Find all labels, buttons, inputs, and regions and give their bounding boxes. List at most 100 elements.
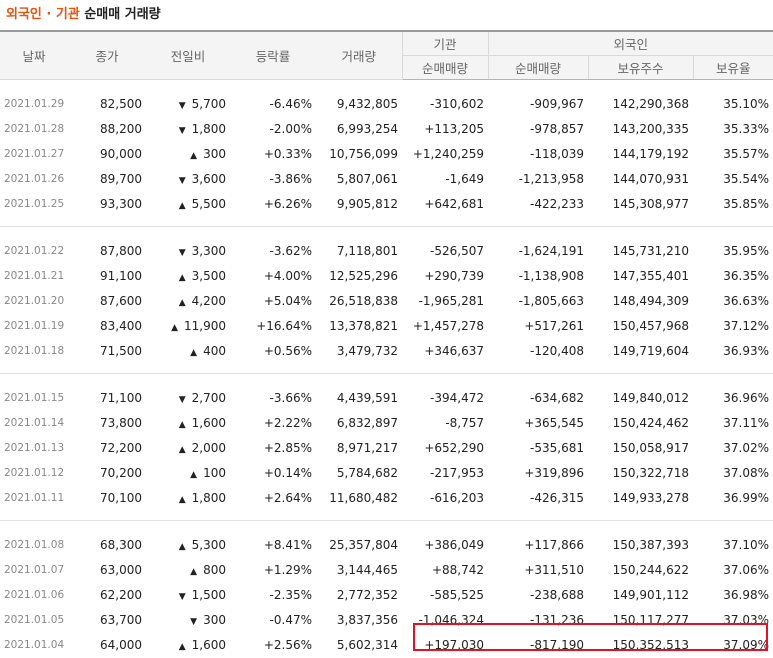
rate-cell: -6.46% bbox=[269, 96, 312, 111]
triangle-up-icon: ▲ bbox=[178, 541, 186, 552]
ratio-cell: 37.09% bbox=[723, 637, 769, 652]
rate-cell: +0.33% bbox=[263, 146, 312, 161]
change-value: 5,300 bbox=[191, 537, 226, 552]
change-value: 1,800 bbox=[191, 490, 226, 505]
inst-net-cell: +642,681 bbox=[424, 196, 484, 211]
header-foreign-net: 순매매량 bbox=[487, 55, 588, 80]
date-cell: 2021.01.22 bbox=[4, 244, 65, 257]
change-value: 1,800 bbox=[191, 121, 226, 136]
holding-cell: 150,457,968 bbox=[612, 318, 689, 333]
inst-net-cell: +1,240,259 bbox=[412, 146, 484, 161]
volume-cell: 2,772,352 bbox=[336, 587, 398, 602]
close-cell: 64,000 bbox=[100, 637, 142, 652]
triangle-up-icon: ▲ bbox=[178, 272, 186, 283]
change-cell: ▲ 100 bbox=[146, 460, 230, 485]
change-value: 2,000 bbox=[191, 440, 226, 455]
holding-cell: 144,179,192 bbox=[612, 146, 689, 161]
header-inst-net: 순매매량 bbox=[401, 55, 488, 80]
header-rate: 등락률 bbox=[230, 30, 316, 80]
rate-cell: -2.00% bbox=[269, 121, 312, 136]
table-row: 2021.01.28 88,200 ▼ 1,800 -2.00% 6,993,254 +11… bbox=[0, 116, 773, 141]
change-cell: ▼ 300 bbox=[146, 607, 230, 632]
rate-cell: +1.29% bbox=[263, 562, 312, 577]
change-value: 2,700 bbox=[191, 390, 226, 405]
table-row: 2021.01.07 63,000 ▲ 800 +1.29% 3,144,465 +88,7… bbox=[0, 557, 773, 582]
close-cell: 63,000 bbox=[100, 562, 142, 577]
triangle-up-icon: ▲ bbox=[190, 347, 198, 358]
ratio-cell: 37.08% bbox=[723, 465, 769, 480]
date-cell: 2021.01.18 bbox=[4, 344, 65, 357]
rate-cell: +6.26% bbox=[263, 196, 312, 211]
table-row: 2021.01.19 83,400 ▲ 11,900 +16.64% 13,378,821… bbox=[0, 313, 773, 338]
foreign-net-cell: +365,545 bbox=[524, 415, 584, 430]
section-title: 외국인 · 기관 순매매 거래량 bbox=[6, 6, 161, 24]
table-row: 2021.01.04 64,000 ▲ 1,600 +2.56% 5,602,314 +19… bbox=[0, 632, 773, 657]
volume-cell: 3,144,465 bbox=[336, 562, 398, 577]
ratio-cell: 35.57% bbox=[723, 146, 769, 161]
volume-cell: 26,518,838 bbox=[329, 293, 398, 308]
close-cell: 68,300 bbox=[100, 537, 142, 552]
ratio-cell: 36.35% bbox=[723, 268, 769, 283]
ratio-cell: 37.10% bbox=[723, 537, 769, 552]
triangle-up-icon: ▲ bbox=[178, 641, 186, 652]
ratio-cell: 36.99% bbox=[723, 490, 769, 505]
header-volume: 거래량 bbox=[316, 30, 402, 80]
foreign-net-cell: -1,624,191 bbox=[518, 243, 584, 258]
header-date: 날짜 bbox=[0, 30, 68, 80]
volume-cell: 8,971,217 bbox=[336, 440, 398, 455]
triangle-up-icon: ▲ bbox=[178, 494, 186, 505]
inst-net-cell: -1,649 bbox=[445, 171, 484, 186]
change-value: 300 bbox=[203, 612, 226, 627]
inst-net-cell: -310,602 bbox=[430, 96, 484, 111]
inst-net-cell: -394,472 bbox=[430, 390, 484, 405]
header-close: 종가 bbox=[68, 30, 146, 80]
rate-cell: -0.47% bbox=[269, 612, 312, 627]
date-cell: 2021.01.25 bbox=[4, 197, 65, 210]
table-row: 2021.01.15 71,100 ▼ 2,700 -3.66% 4,439,591 -39… bbox=[0, 385, 773, 410]
rate-cell: -3.66% bbox=[269, 390, 312, 405]
date-cell: 2021.01.29 bbox=[4, 97, 65, 110]
table-row: 2021.01.25 93,300 ▲ 5,500 +6.26% 9,905,812 +64… bbox=[0, 191, 773, 216]
rate-cell: -3.86% bbox=[269, 171, 312, 186]
foreign-net-cell: -535,681 bbox=[530, 440, 584, 455]
table-row: 2021.01.22 87,800 ▼ 3,300 -3.62% 7,118,801 -52… bbox=[0, 238, 773, 263]
change-cell: ▲ 5,500 bbox=[146, 191, 230, 216]
close-cell: 87,600 bbox=[100, 293, 142, 308]
volume-cell: 3,479,732 bbox=[336, 343, 398, 358]
change-value: 300 bbox=[203, 146, 226, 161]
rate-cell: +8.41% bbox=[263, 537, 312, 552]
ratio-cell: 37.11% bbox=[723, 415, 769, 430]
title-main: 순매매 거래량 bbox=[84, 7, 161, 22]
inst-net-cell: +197,030 bbox=[424, 637, 484, 652]
inst-net-cell: -585,525 bbox=[430, 587, 484, 602]
change-value: 400 bbox=[203, 343, 226, 358]
change-cell: ▲ 800 bbox=[146, 557, 230, 582]
rate-cell: +0.14% bbox=[263, 465, 312, 480]
foreign-net-cell: -422,233 bbox=[530, 196, 584, 211]
ratio-cell: 35.33% bbox=[723, 121, 769, 136]
date-cell: 2021.01.19 bbox=[4, 319, 65, 332]
rate-cell: +4.00% bbox=[263, 268, 312, 283]
volume-cell: 5,602,314 bbox=[336, 637, 398, 652]
date-cell: 2021.01.04 bbox=[4, 638, 65, 651]
date-cell: 2021.01.13 bbox=[4, 441, 65, 454]
change-cell: ▲ 300 bbox=[146, 141, 230, 166]
change-value: 3,300 bbox=[191, 243, 226, 258]
change-cell: ▲ 4,200 bbox=[146, 288, 230, 313]
close-cell: 89,700 bbox=[100, 171, 142, 186]
close-cell: 71,100 bbox=[100, 390, 142, 405]
volume-cell: 12,525,296 bbox=[329, 268, 398, 283]
triangle-down-icon: ▼ bbox=[190, 616, 198, 627]
triangle-down-icon: ▼ bbox=[178, 394, 186, 405]
change-cell: ▲ 5,300 bbox=[146, 532, 230, 557]
ratio-cell: 36.63% bbox=[723, 293, 769, 308]
holding-cell: 143,200,335 bbox=[612, 121, 689, 136]
table-row: 2021.01.26 89,700 ▼ 3,600 -3.86% 5,807,061 -1,… bbox=[0, 166, 773, 191]
change-value: 5,500 bbox=[191, 196, 226, 211]
header-change: 전일비 bbox=[146, 30, 230, 80]
table-row: 2021.01.20 87,600 ▲ 4,200 +5.04% 26,518,838 -1… bbox=[0, 288, 773, 313]
table-row: 2021.01.27 90,000 ▲ 300 +0.33% 10,756,099 +1,2… bbox=[0, 141, 773, 166]
date-cell: 2021.01.27 bbox=[4, 147, 65, 160]
ratio-cell: 35.54% bbox=[723, 171, 769, 186]
holding-cell: 149,933,278 bbox=[612, 490, 689, 505]
